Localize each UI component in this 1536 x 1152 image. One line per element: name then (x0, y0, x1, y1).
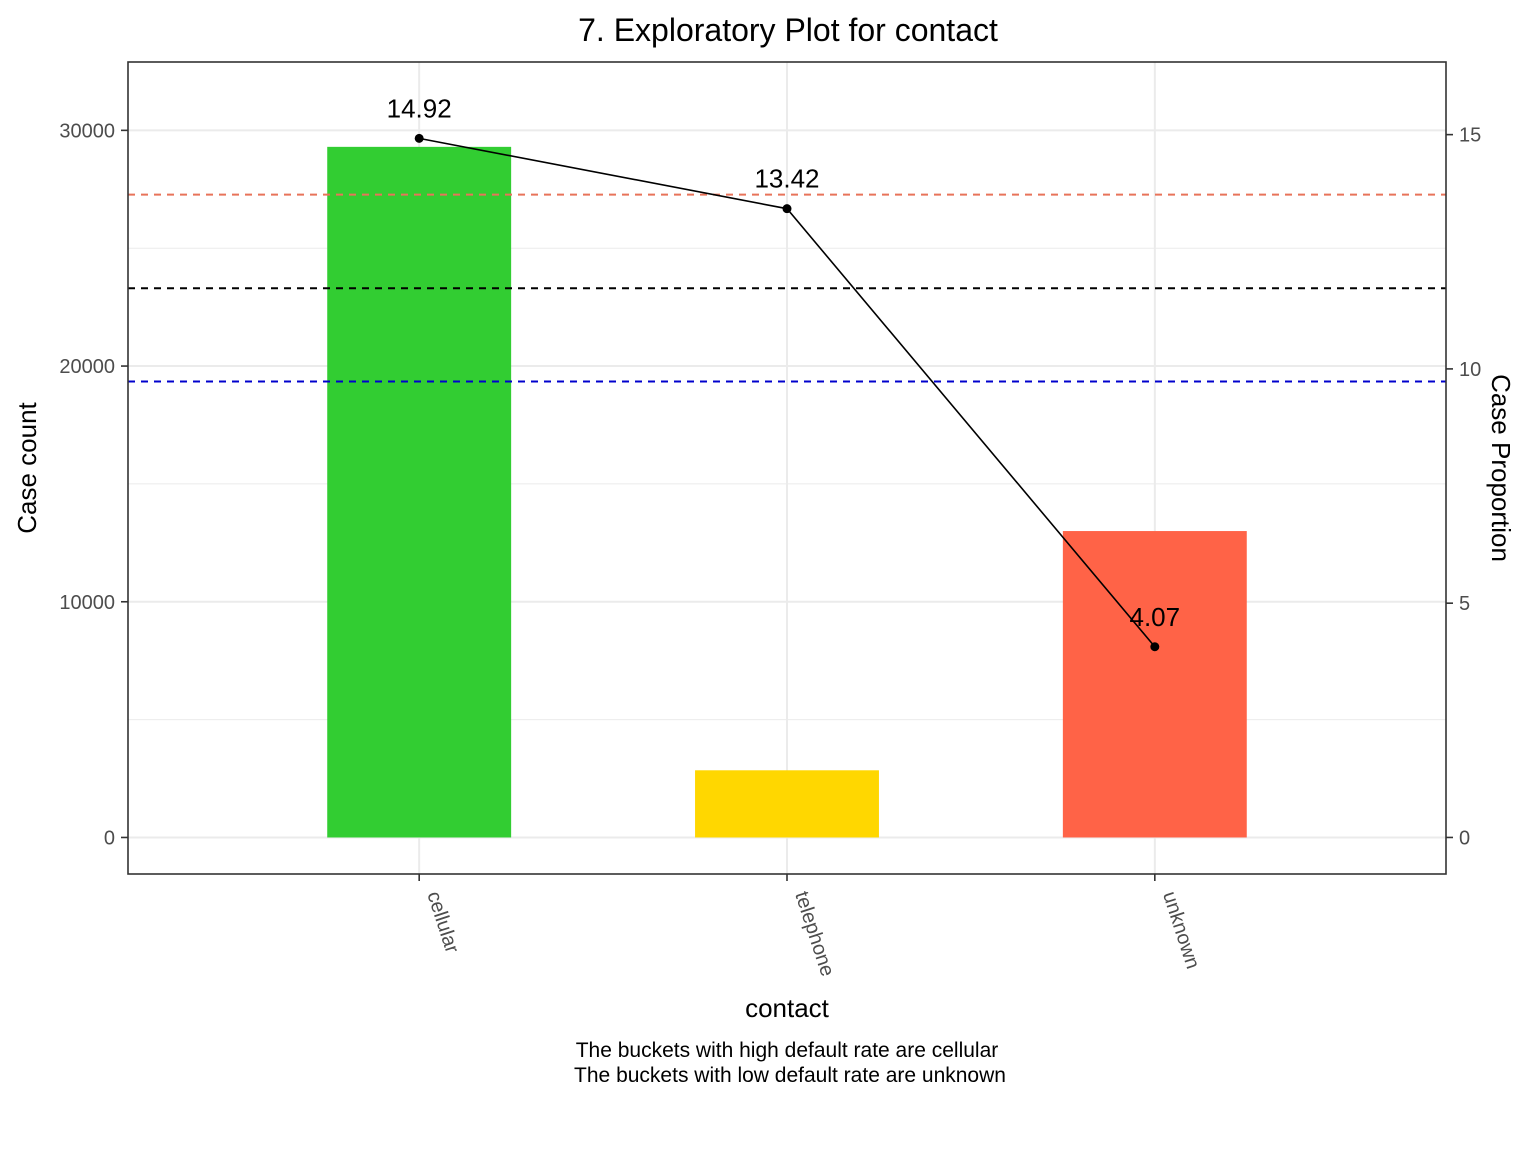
proportion-point-unknown (1150, 642, 1160, 652)
proportion-point-telephone (782, 204, 792, 214)
proportion-label-cellular: 14.92 (387, 93, 452, 123)
proportion-point-cellular (414, 133, 424, 143)
y-axis-ticks: 0 10000 20000 30000 (59, 120, 128, 849)
reference-lines (128, 193, 1446, 383)
y-tick-label: 10000 (59, 592, 115, 614)
caption-line-high: The buckets with high default rate are c… (576, 1039, 999, 1062)
bar-telephone (695, 770, 879, 838)
y2-tick-label: 0 (1459, 827, 1470, 849)
caption-line-low: The buckets with low default rate are un… (574, 1064, 1006, 1087)
y-tick-label: 30000 (59, 120, 115, 142)
x-axis-title: contact (745, 993, 830, 1023)
y2-axis-ticks: 0 5 10 15 (1446, 125, 1481, 849)
y2-tick-label: 15 (1459, 125, 1481, 147)
y-axis-title: Case count (12, 401, 42, 533)
y2-tick-label: 5 (1459, 593, 1470, 615)
y2-axis-title: Case Proportion (1486, 374, 1516, 562)
proportion-label-unknown: 4.07 (1130, 602, 1181, 632)
bar-unknown (1062, 531, 1247, 838)
proportion-line: 14.92 13.42 4.07 (387, 93, 1181, 652)
y-tick-label: 20000 (59, 356, 115, 378)
chart-title: 7. Exploratory Plot for contact (578, 12, 998, 48)
bars (327, 146, 1247, 838)
y-tick-label: 0 (104, 827, 115, 849)
proportion-label-telephone: 13.42 (754, 164, 819, 194)
y2-tick-label: 10 (1459, 359, 1481, 381)
bar-cellular (327, 146, 512, 838)
